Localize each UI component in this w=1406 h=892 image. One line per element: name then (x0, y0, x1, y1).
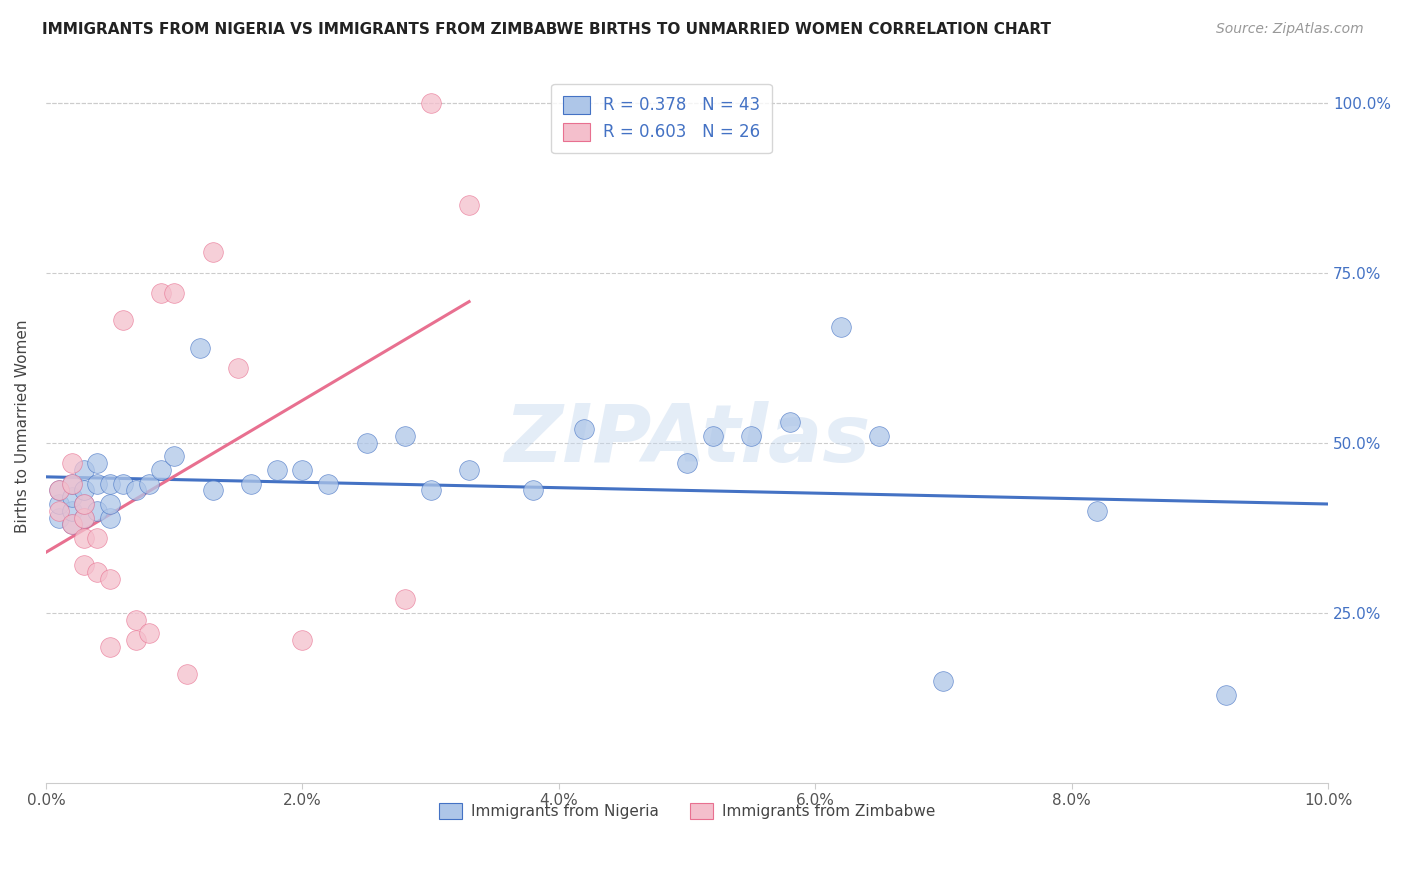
Point (73, 497, 96, 511)
Point (73, 463, 96, 477)
Point (86, 476, 108, 491)
Text: Source: ZipAtlas.com: Source: ZipAtlas.com (1216, 22, 1364, 37)
Text: IMMIGRANTS FROM NIGERIA VS IMMIGRANTS FROM ZIMBABWE BIRTHS TO UNMARRIED WOMEN CO: IMMIGRANTS FROM NIGERIA VS IMMIGRANTS FR… (42, 22, 1052, 37)
Point (458, 463, 481, 477)
Point (98, 497, 121, 511)
Point (98, 476, 121, 491)
Point (419, 483, 441, 498)
Point (60, 456, 83, 470)
Point (740, 429, 762, 443)
Point (932, 673, 955, 688)
Point (73, 483, 96, 498)
Point (111, 476, 134, 491)
Point (176, 667, 198, 681)
Point (291, 463, 314, 477)
Point (60, 517, 83, 532)
Point (125, 633, 148, 648)
Point (60, 504, 83, 518)
Point (73, 497, 96, 511)
Point (48, 483, 70, 498)
Point (86, 456, 108, 470)
Point (111, 313, 134, 327)
Point (1215, 688, 1237, 702)
Point (48, 510, 70, 524)
Point (830, 320, 852, 334)
Point (86, 531, 108, 545)
Y-axis label: Births to Unmarried Women: Births to Unmarried Women (15, 319, 30, 533)
Point (60, 476, 83, 491)
Point (356, 435, 378, 450)
Point (60, 517, 83, 532)
Point (163, 450, 186, 464)
Point (138, 626, 160, 640)
Text: ZIPAtlas: ZIPAtlas (503, 401, 870, 479)
Point (394, 592, 416, 607)
Point (150, 286, 173, 301)
Point (394, 429, 416, 443)
Point (86, 504, 108, 518)
Point (419, 95, 441, 110)
Point (316, 476, 339, 491)
Point (73, 558, 96, 573)
Point (60, 476, 83, 491)
Point (86, 565, 108, 579)
Point (138, 476, 160, 491)
Point (98, 640, 121, 654)
Point (240, 476, 263, 491)
Point (60, 490, 83, 504)
Point (201, 483, 224, 498)
Point (266, 463, 288, 477)
Point (73, 510, 96, 524)
Point (98, 572, 121, 586)
Point (226, 360, 249, 375)
Legend: Immigrants from Nigeria, Immigrants from Zimbabwe: Immigrants from Nigeria, Immigrants from… (433, 797, 941, 825)
Point (458, 197, 481, 211)
Point (779, 416, 801, 430)
Point (98, 510, 121, 524)
Point (73, 531, 96, 545)
Point (574, 422, 596, 436)
Point (868, 429, 890, 443)
Point (125, 483, 148, 498)
Point (522, 483, 544, 498)
Point (150, 463, 173, 477)
Point (48, 504, 70, 518)
Point (125, 613, 148, 627)
Point (48, 497, 70, 511)
Point (188, 341, 211, 355)
Point (201, 245, 224, 260)
Point (702, 429, 724, 443)
Point (1085, 504, 1108, 518)
Point (291, 633, 314, 648)
Point (163, 286, 186, 301)
Point (73, 510, 96, 524)
Point (48, 483, 70, 498)
Point (676, 456, 699, 470)
